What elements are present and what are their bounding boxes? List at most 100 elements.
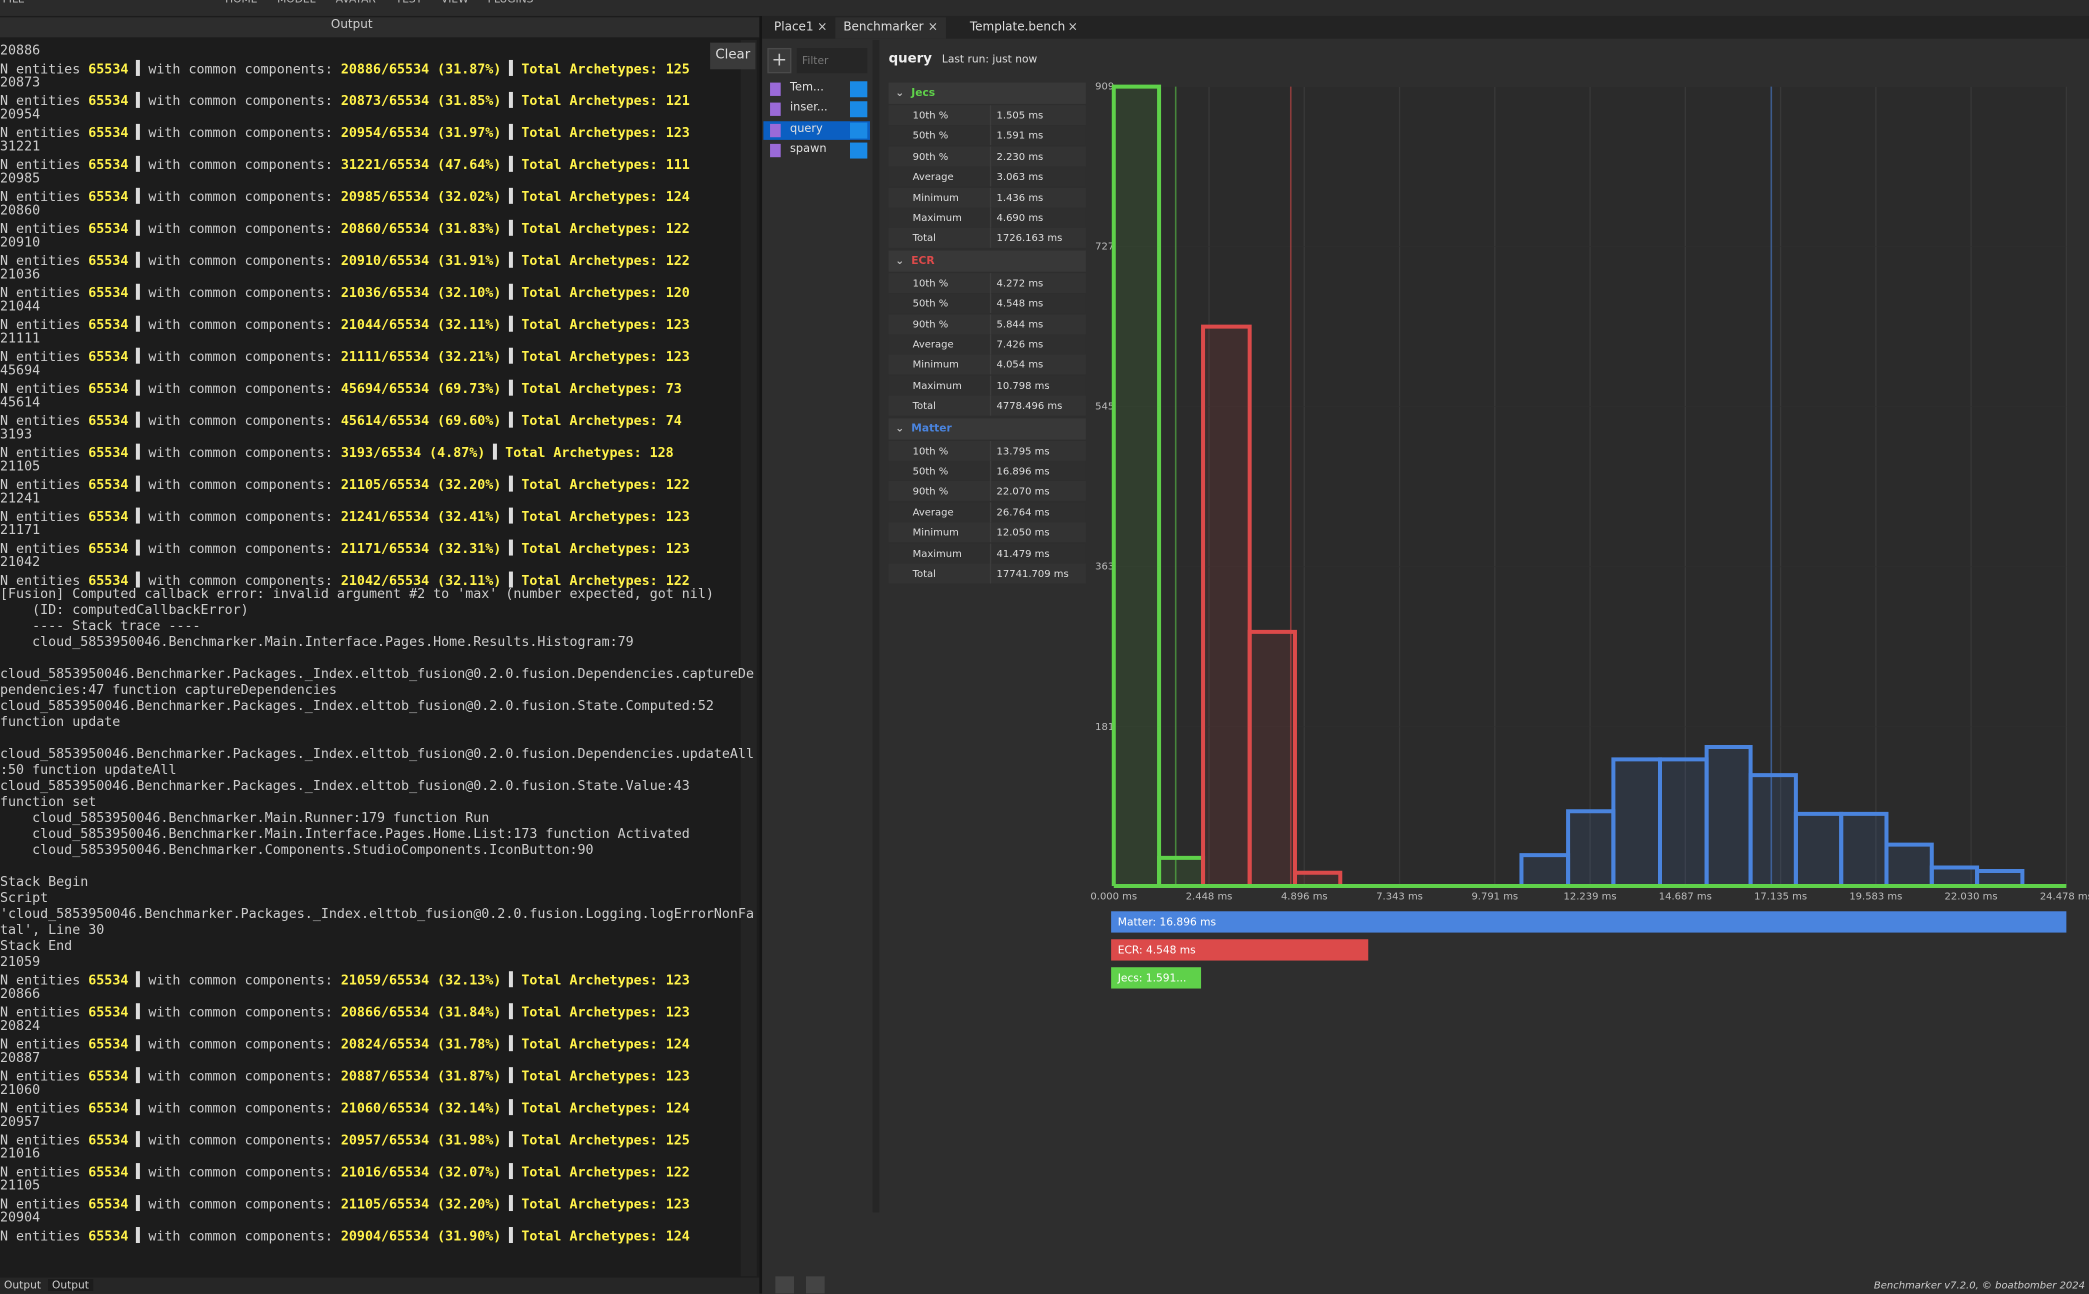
log-segment: N entities (0, 222, 81, 238)
histogram-bin (1657, 757, 1709, 886)
log-line: N entities 65534 with common components: … (0, 443, 674, 461)
menu-item[interactable]: TEST (396, 0, 423, 5)
separator (509, 1099, 514, 1116)
filter-input[interactable]: Filter (796, 47, 868, 74)
log-segment: with common components: (148, 1165, 333, 1181)
separator (509, 59, 514, 76)
log-line: N entities 65534 with common components: … (0, 187, 690, 205)
y-tick-label: 727 (1095, 242, 1114, 253)
divider (759, 15, 763, 1294)
separator (509, 1227, 514, 1244)
output-tab[interactable]: Output (47, 1278, 93, 1291)
log-segment: 65534 (88, 350, 129, 366)
separator (136, 347, 141, 364)
stats-value: 1.436 ms (989, 187, 1043, 208)
run-button[interactable] (849, 142, 868, 159)
log-segment: Total Archetypes: 124 (521, 1229, 690, 1245)
log-line: 21044 (0, 299, 41, 315)
document-tab[interactable]: Template.bench × (946, 17, 1086, 38)
sidebar-item[interactable]: query (763, 120, 870, 140)
stats-label: Average (912, 505, 954, 518)
menu-item[interactable]: FILE (3, 0, 25, 5)
sidebar-edge (872, 39, 880, 1213)
separator (509, 91, 514, 108)
menu-item[interactable]: VIEW (441, 0, 469, 5)
log-line: 21171 (0, 523, 41, 539)
stats-label: Minimum (912, 191, 959, 204)
log-segment: with common components: (148, 478, 333, 493)
separator (509, 283, 514, 300)
separator (509, 1163, 514, 1180)
x-tick-label: 22.030 ms (1945, 892, 1998, 903)
stats-group-header[interactable]: Matter ⌄ (888, 417, 1086, 440)
separator (509, 1067, 514, 1084)
log-segment: N entities (0, 126, 81, 142)
log-segment: 20904/65534 (31.90%) (340, 1229, 502, 1245)
menu-item[interactable]: AVATAR (336, 0, 376, 5)
log-segment: 31221/65534 (47.64%) (340, 158, 502, 174)
chevron: ⌄ (895, 86, 905, 99)
tab-close[interactable]: × (927, 21, 938, 35)
log-line: function update (0, 715, 121, 731)
log-segment: 65534 (88, 1005, 129, 1021)
log-line: Script (0, 891, 49, 906)
clear-button[interactable]: Clear (710, 42, 756, 70)
stats-label: 50th % (912, 129, 949, 142)
log-segment: Total Archetypes: 122 (521, 254, 690, 270)
histogram-bin (1793, 811, 1844, 886)
log-line: N entities 65534 with common components: … (0, 59, 690, 77)
summary-bar (1111, 967, 1202, 989)
run-button[interactable] (849, 122, 868, 139)
stats-group-header[interactable]: Jecs ⌄ (888, 82, 1086, 104)
stats-row: Maximum 10.798 ms (888, 375, 1086, 396)
log-segment: with common components: (148, 973, 333, 989)
log-line: 45614 (0, 395, 41, 411)
log-segment: N entities (0, 1037, 81, 1053)
separator (136, 123, 141, 140)
sidebar-item[interactable]: Tem... (763, 80, 870, 99)
log-segment: Total Archetypes: 128 (505, 446, 674, 461)
chevron: ⌄ (895, 421, 905, 434)
panel-button[interactable] (806, 1276, 825, 1294)
add-button[interactable]: + (767, 47, 792, 74)
log-segment: with common components: (148, 318, 333, 334)
log-segment: 65534 (88, 1069, 129, 1085)
log-segment: with common components: (148, 158, 333, 174)
document-tab[interactable]: Benchmarker × (835, 17, 946, 39)
menu-item[interactable]: PLUGINS (488, 0, 534, 5)
separator (136, 539, 141, 556)
separator (136, 1163, 141, 1180)
settings-button[interactable] (775, 1276, 795, 1294)
log-segment: 21111/65534 (32.21%) (340, 350, 502, 366)
stats-value: 17741.709 ms (989, 563, 1069, 584)
x-tick-label: 2.448 ms (1186, 892, 1233, 903)
log-segment: N entities (0, 254, 81, 270)
log-segment: 20824/65534 (31.78%) (340, 1037, 502, 1053)
stats-value: 13.795 ms (989, 440, 1050, 461)
sidebar-item[interactable]: spawn (763, 141, 870, 160)
menu-item[interactable]: MODEL (277, 0, 315, 5)
log-segment: 3193/65534 (4.87%) (340, 446, 486, 461)
tab-close[interactable]: × (1067, 21, 1078, 35)
output-tab[interactable]: Output (3, 1278, 42, 1291)
histogram-bin (1566, 809, 1616, 886)
log-segment: 21044/65534 (32.11%) (340, 318, 502, 334)
stats-group-header[interactable]: ECR ⌄ (888, 250, 1086, 272)
stats-row: Maximum 41.479 ms (888, 543, 1086, 564)
tab-close[interactable]: × (817, 21, 828, 35)
sidebar-item[interactable]: inser... (763, 100, 870, 119)
stats-label: 50th % (912, 464, 949, 477)
document-tab[interactable]: Place1 × (766, 17, 835, 38)
log-segment: 21036/65534 (32.10%) (340, 286, 502, 302)
run-button[interactable] (849, 101, 868, 118)
separator (136, 971, 141, 988)
log-line: 21241 (0, 491, 41, 507)
stats-row: Minimum 12.050 ms (888, 522, 1086, 543)
log-segment: N entities (0, 446, 81, 461)
log-segment: 65534 (88, 478, 129, 493)
menu-item[interactable]: HOME (225, 0, 257, 5)
run-button[interactable] (849, 81, 868, 98)
log-segment: 65534 (88, 446, 129, 461)
log-segment: Total Archetypes: 124 (521, 1037, 690, 1053)
